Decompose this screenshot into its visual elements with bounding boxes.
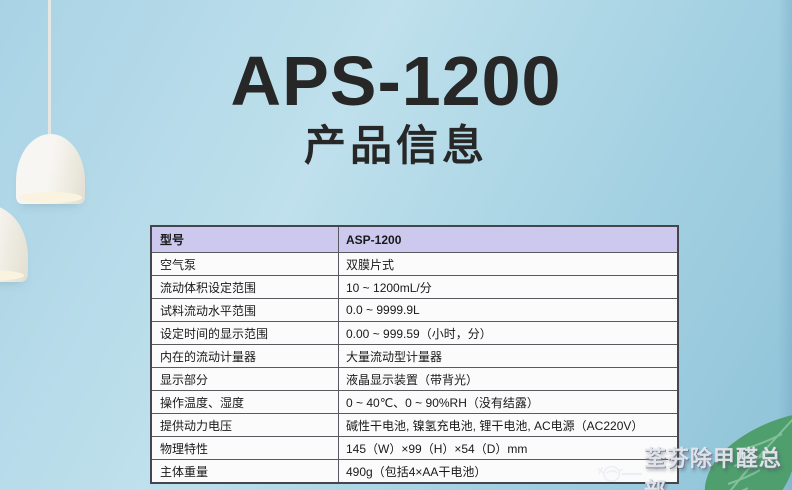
table-row: 试料流动水平范围 0.0 ~ 9999.9L xyxy=(152,298,677,321)
page-title: APS-1200 xyxy=(230,42,562,120)
spec-label: 流动体积设定范围 xyxy=(160,280,257,295)
table-row: 提供动力电压 碱性干电池, 镍氢充电池, 锂干电池, AC电源（AC220V） xyxy=(152,413,677,436)
right-edge-shade xyxy=(778,0,792,490)
spec-value: 0.00 ~ 999.59（小时，分） xyxy=(338,322,677,344)
pendant-lamp xyxy=(0,205,28,282)
bird-logo-icon xyxy=(597,465,643,483)
table-row: 流动体积设定范围 10 ~ 1200mL/分 xyxy=(152,275,677,298)
spec-label: 主体重量 xyxy=(160,464,209,479)
pendant-lamp xyxy=(16,134,85,204)
watermark-text: 荃芬除甲醛总部 xyxy=(643,446,782,490)
spec-value: 碱性干电池, 镍氢充电池, 锂干电池, AC电源（AC220V） xyxy=(338,414,677,436)
spec-label: 操作温度、湿度 xyxy=(160,395,245,410)
spec-value: ASP-1200 xyxy=(338,227,677,252)
spec-label: 试料流动水平范围 xyxy=(160,303,257,318)
spec-label: 内在的流动计量器 xyxy=(160,349,257,364)
watermark: 荃芬除甲醛总部 xyxy=(596,441,792,490)
page-subtitle: 产品信息 xyxy=(303,122,488,169)
table-row: 内在的流动计量器 大量流动型计量器 xyxy=(152,344,677,367)
spec-value: 大量流动型计量器 xyxy=(338,345,677,367)
spec-value: 0 ~ 40℃、0 ~ 90%RH（没有结露） xyxy=(338,391,677,413)
spec-value: 双膜片式 xyxy=(338,253,677,275)
spec-label: 设定时间的显示范围 xyxy=(160,326,269,341)
table-row: 空气泵 双膜片式 xyxy=(152,252,677,275)
table-row: 显示部分 液晶显示装置（带背光） xyxy=(152,367,677,390)
spec-value: 490g（包括4×AA干电池） xyxy=(338,460,677,482)
table-header-row: 型号 ASP-1200 xyxy=(152,227,677,252)
table-row: 设定时间的显示范围 0.00 ~ 999.59（小时，分） xyxy=(152,321,677,344)
spec-label: 型号 xyxy=(160,233,185,247)
spec-label: 显示部分 xyxy=(160,372,209,387)
spec-label: 空气泵 xyxy=(160,257,197,272)
leaf-icon xyxy=(704,415,792,490)
spec-label: 物理特性 xyxy=(160,441,209,456)
spec-value: 液晶显示装置（带背光） xyxy=(338,368,677,390)
spec-value: 0.0 ~ 9999.9L xyxy=(338,299,677,321)
lamp-cord xyxy=(48,0,51,137)
spec-table: 型号 ASP-1200 空气泵 双膜片式 流动体积设定范围 10 ~ 1200m… xyxy=(150,225,679,484)
table-row: 主体重量 490g（包括4×AA干电池） xyxy=(152,459,677,482)
spec-label: 提供动力电压 xyxy=(160,418,233,433)
spec-value: 145（W）×99（H）×54（D）mm xyxy=(338,437,677,459)
spec-value: 10 ~ 1200mL/分 xyxy=(338,276,677,298)
table-row: 操作温度、湿度 0 ~ 40℃、0 ~ 90%RH（没有结露） xyxy=(152,390,677,413)
table-row: 物理特性 145（W）×99（H）×54（D）mm xyxy=(152,436,677,459)
